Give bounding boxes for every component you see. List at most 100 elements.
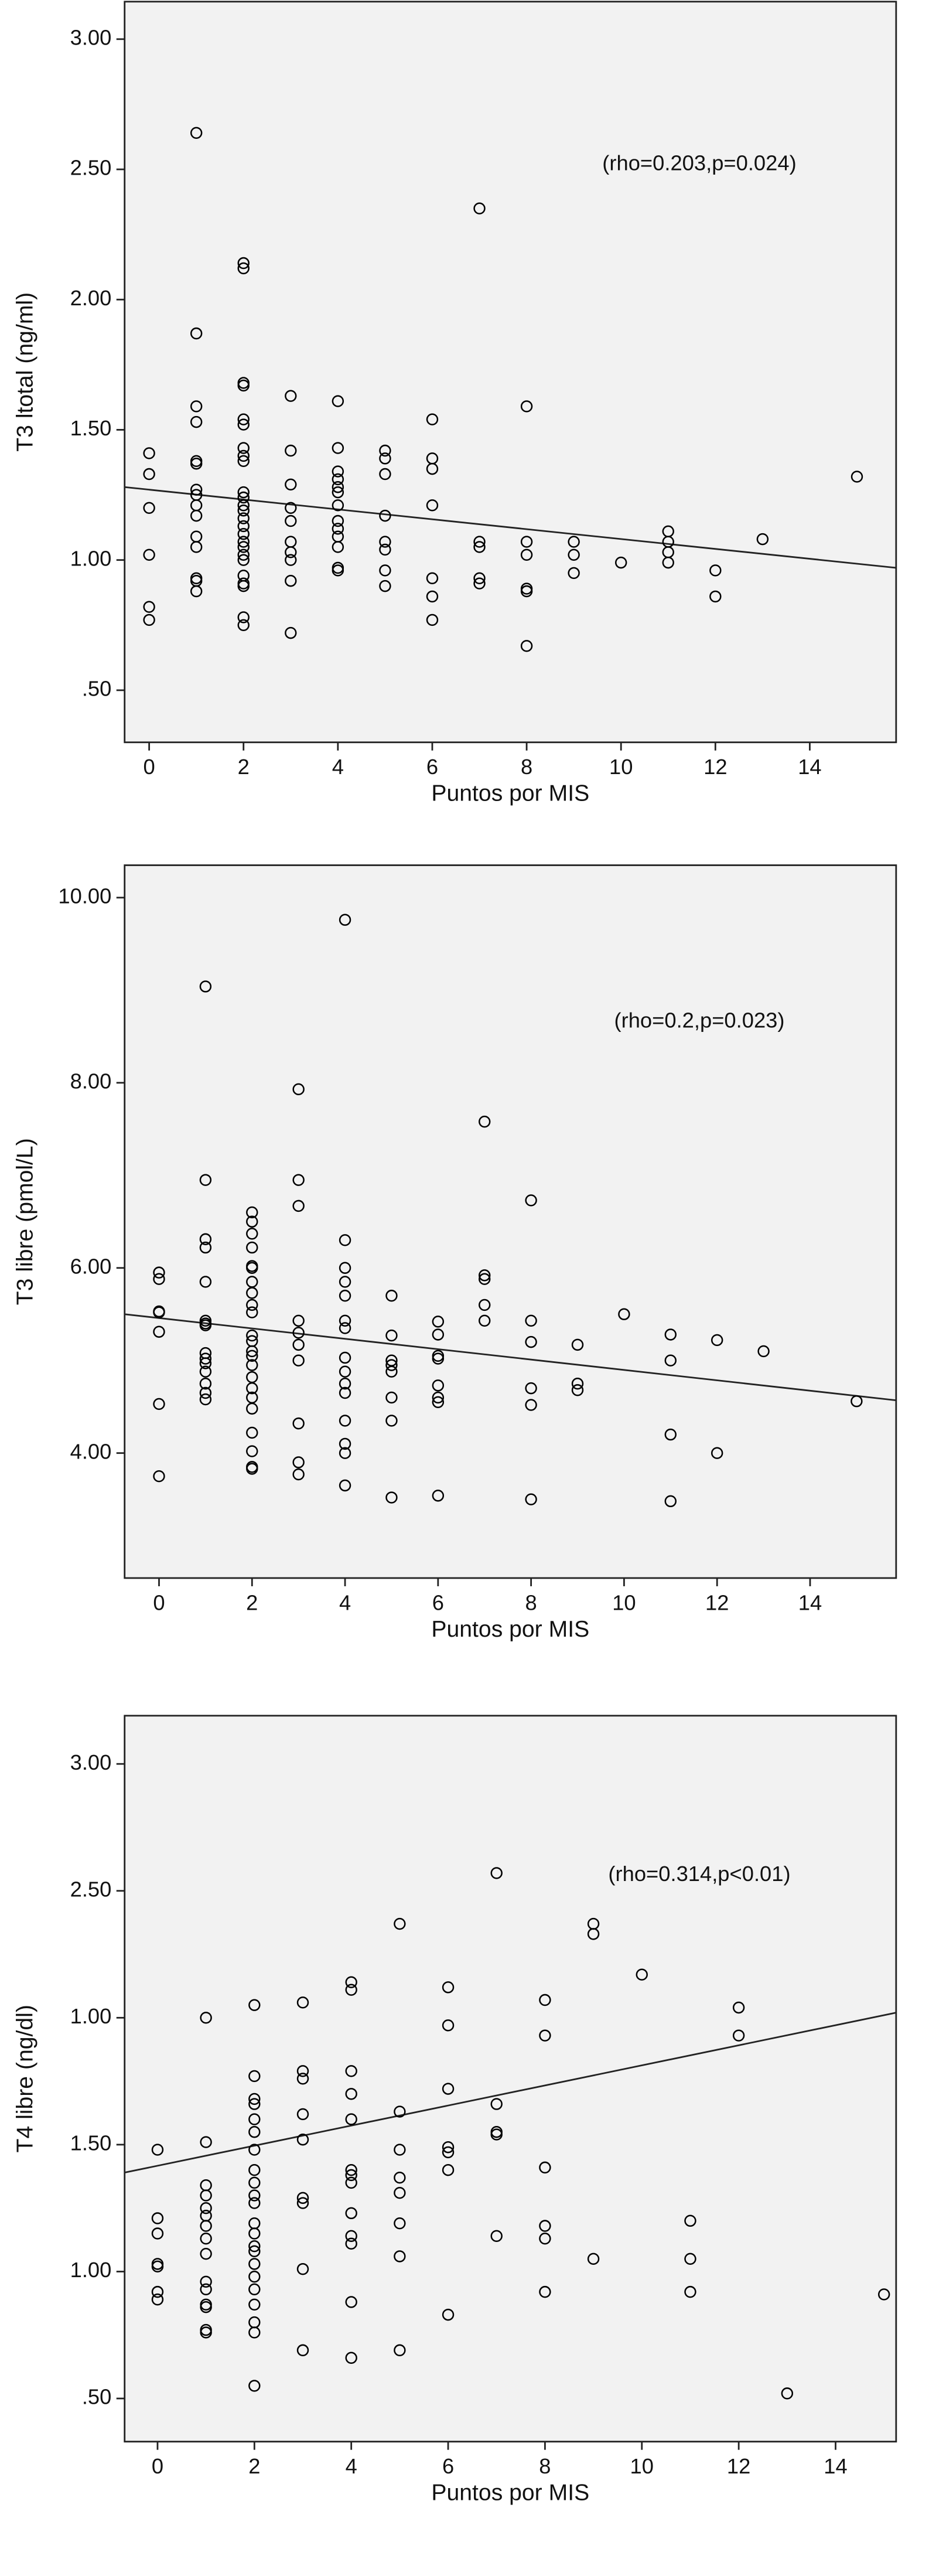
- data-point: [153, 1398, 165, 1410]
- data-point: [190, 415, 203, 428]
- data-point: [200, 2247, 212, 2260]
- data-point: [339, 1415, 351, 1427]
- data-point: [248, 2326, 261, 2339]
- data-point: [339, 1234, 351, 1246]
- data-point: [345, 2296, 357, 2308]
- data-point: [199, 1386, 212, 1399]
- data-point: [571, 1338, 584, 1351]
- x-axis-label: Puntos por MIS: [431, 781, 589, 806]
- data-point: [664, 1328, 677, 1341]
- data-point: [339, 1479, 351, 1492]
- data-point: [332, 465, 344, 478]
- data-point: [237, 262, 250, 275]
- data-point: [292, 1327, 305, 1339]
- data-point: [520, 585, 533, 598]
- data-point: [199, 1357, 212, 1369]
- data-point: [332, 499, 344, 512]
- data-point: [292, 1468, 305, 1481]
- plot-area: [124, 864, 897, 1579]
- data-point: [539, 2220, 551, 2232]
- data-point: [248, 2227, 261, 2240]
- data-point: [490, 2230, 503, 2243]
- data-point: [756, 533, 769, 546]
- data-point: [385, 1329, 398, 1342]
- data-point: [479, 1314, 491, 1327]
- plot-area: [124, 1715, 897, 2443]
- data-point: [339, 1378, 351, 1390]
- data-point: [292, 1354, 305, 1367]
- data-point: [292, 1083, 305, 1096]
- data-point: [539, 2285, 551, 2298]
- x-tick-label: 8: [539, 2454, 551, 2478]
- data-point: [339, 1262, 351, 1274]
- data-point: [296, 2197, 309, 2209]
- data-point: [432, 1396, 445, 1409]
- data-point: [568, 548, 580, 561]
- data-point: [237, 505, 250, 517]
- data-point: [248, 2245, 261, 2258]
- data-point: [618, 1308, 630, 1320]
- data-point: [479, 1269, 491, 1282]
- data-point: [385, 1359, 398, 1371]
- data-point: [520, 536, 533, 548]
- y-tick-label: 8.00: [70, 1069, 112, 1093]
- data-point: [237, 528, 250, 540]
- y-axis-label: T3 libre (pmol/L): [12, 1138, 37, 1305]
- data-point: [246, 1382, 258, 1395]
- x-tick-label: 0: [152, 2454, 163, 2478]
- data-point: [296, 2192, 309, 2204]
- data-point: [851, 471, 863, 483]
- data-point: [345, 2176, 357, 2189]
- data-point: [442, 2146, 455, 2159]
- data-point: [143, 468, 155, 481]
- data-point: [200, 2275, 212, 2288]
- data-point: [345, 2352, 357, 2364]
- annotation: (rho=0.2,p=0.023): [614, 1008, 785, 1033]
- data-point: [237, 611, 250, 623]
- data-point: [442, 2164, 455, 2176]
- data-point: [199, 1233, 212, 1245]
- data-point: [385, 1391, 398, 1404]
- data-point: [345, 1984, 357, 1996]
- data-point: [190, 127, 203, 139]
- data-point: [200, 2202, 212, 2214]
- data-point: [292, 1314, 305, 1327]
- data-point: [285, 444, 297, 457]
- data-point: [292, 1200, 305, 1212]
- data-point: [292, 1338, 305, 1351]
- data-point: [479, 1299, 491, 1311]
- x-tick-label: 6: [432, 1590, 444, 1614]
- data-point: [237, 548, 250, 561]
- data-point: [190, 509, 203, 522]
- data-point: [539, 2029, 551, 2042]
- data-point: [345, 2230, 357, 2243]
- data-point: [636, 1968, 648, 1981]
- data-point: [190, 541, 203, 553]
- data-point: [394, 2105, 406, 2118]
- y-axis-label: T3 ltotal (ng/ml): [12, 292, 37, 452]
- data-point: [199, 980, 212, 993]
- data-point: [143, 548, 155, 561]
- x-tick-label: 4: [346, 2454, 357, 2478]
- data-point: [473, 536, 486, 548]
- data-point: [200, 2232, 212, 2245]
- data-point: [296, 1996, 309, 2009]
- y-tick-label: 1.00: [70, 546, 112, 570]
- data-point: [473, 577, 486, 590]
- y-tick-label: .50: [82, 677, 112, 701]
- data-point: [285, 478, 297, 490]
- data-point: [248, 2176, 261, 2189]
- trend-line: [124, 486, 897, 569]
- data-point: [394, 2186, 406, 2199]
- data-point: [339, 1365, 351, 1378]
- data-point: [426, 499, 439, 512]
- data-point: [385, 1289, 398, 1302]
- annotation: (rho=0.314,p<0.01): [608, 1862, 790, 1886]
- data-point: [394, 2144, 406, 2156]
- data-point: [199, 1241, 212, 1254]
- data-point: [571, 1378, 584, 1390]
- data-point: [190, 458, 203, 470]
- data-point: [662, 556, 674, 569]
- data-point: [237, 499, 250, 512]
